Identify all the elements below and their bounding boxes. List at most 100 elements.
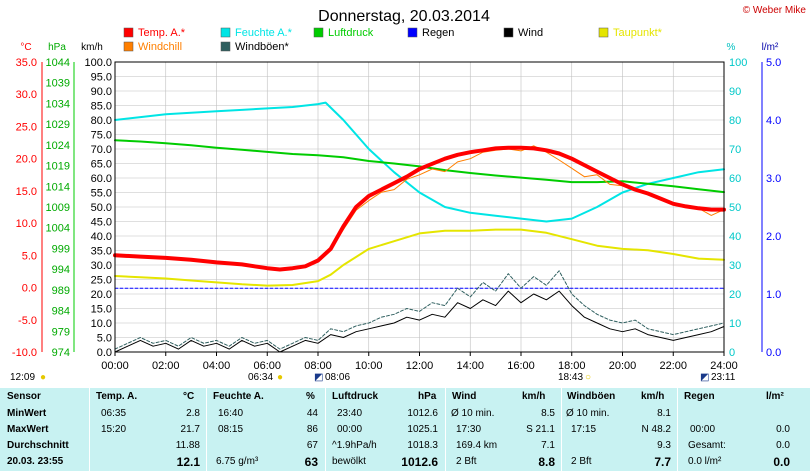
x-tick-label: 02:00 — [152, 360, 180, 372]
legend-label: Windchill — [138, 41, 182, 53]
pressure-current-value: 1012.6 — [401, 455, 438, 469]
x-tick-label: 10:00 — [355, 360, 383, 372]
y-tick-label-humidity: 60 — [729, 173, 741, 185]
y-tick-label-rain: 4.0 — [766, 115, 781, 127]
y-tick-label-pressure: 974 — [52, 347, 70, 359]
y-tick-label-humidity: 0 — [729, 347, 735, 359]
rain-total-value: 0.0 — [776, 440, 790, 451]
weather-forecast-text: bewölkt — [332, 456, 366, 467]
y-tick-label-pressure: 994 — [52, 264, 70, 276]
gust-min-label: Ø 10 min. — [566, 408, 610, 419]
chart-grid — [115, 62, 724, 352]
y-tick-label-wind: 20.0 — [91, 289, 112, 301]
moonrise-icon: ◩ — [314, 372, 324, 383]
y-tick-label-humidity: 50 — [729, 202, 741, 214]
series-temp-a — [113, 145, 726, 272]
temp-max-time: 15:20 — [101, 424, 127, 435]
y-tick-label-wind: 65.0 — [91, 159, 112, 171]
humidity-current-value: 63 — [304, 455, 318, 469]
row-label-min: MinWert — [7, 408, 47, 419]
gust-max-value: N 48.2 — [641, 424, 671, 435]
y-tick-label-pressure: 1024 — [46, 140, 70, 152]
y-tick-label-rain: 1.0 — [766, 289, 781, 301]
y-tick-label-wind: 60.0 — [91, 173, 112, 185]
y-tick-label-rain: 5.0 — [766, 57, 781, 69]
y-tick-label-wind: 100.0 — [84, 57, 112, 69]
legend-swatch — [123, 27, 134, 38]
y-tick-label-wind: 30.0 — [91, 260, 112, 272]
y-tick-label-rain: 2.0 — [766, 231, 781, 243]
pressure-trend: ^1.9hPa/h — [332, 440, 377, 451]
y-tick-label-pressure: 1004 — [46, 223, 70, 235]
series-luftdruck — [114, 139, 725, 194]
humidity-min-time: 16:40 — [218, 408, 244, 419]
y-tick-label-humidity: 90 — [729, 86, 741, 98]
y-tick-label-wind: 55.0 — [91, 188, 112, 200]
y-tick-label-temp: 35.0 — [16, 57, 37, 69]
y-tick-label-pressure: 999 — [52, 243, 70, 255]
y-tick-label-humidity: 70 — [729, 144, 741, 156]
y-tick-label-wind: 25.0 — [91, 275, 112, 287]
x-axis: 00:00 02:00 04:00 06:00 08:00 10:00 12:00 14:00… — [101, 352, 738, 372]
x-tick-label: 12:00 — [406, 360, 434, 372]
temp-min-value: 2.8 — [186, 408, 200, 419]
x-tick-label: 20:00 — [609, 360, 637, 372]
x-tick-label: 04:00 — [203, 360, 231, 372]
series-feuchte-a — [114, 101, 725, 223]
legend-swatch — [123, 41, 134, 52]
legend-label: Wind — [518, 27, 543, 39]
temp-current-value: 12.1 — [176, 455, 200, 469]
pressure-avg-value: 1018.3 — [407, 440, 438, 451]
row-label-max: MaxWert — [7, 424, 49, 435]
y-tick-label-wind: 40.0 — [91, 231, 112, 243]
legend-swatch — [220, 27, 231, 38]
gust-max-time: 17:15 — [571, 424, 597, 435]
stats-current-row: 20.03. 23:55 12.1 6.75 g/m³ 63 bewölkt 1… — [0, 454, 810, 470]
pressure-max-value: 1025.1 — [407, 424, 438, 435]
y-tick-label-pressure: 1014 — [46, 181, 70, 193]
wind-min-label: Ø 10 min. — [451, 408, 495, 419]
column-divider — [325, 388, 326, 471]
y-tick-label-rain: 0.0 — [766, 347, 781, 359]
gust-beaufort: 2 Bft — [571, 456, 592, 467]
y-tick-label-temp: -5.0 — [18, 315, 37, 327]
legend-label: Windböen* — [235, 41, 290, 53]
wind-max-value: S 21.1 — [526, 424, 555, 435]
x-tick-label: 18:00 — [558, 360, 586, 372]
y-tick-label-wind: 15.0 — [91, 304, 112, 316]
y-tick-label-humidity: 100 — [729, 57, 747, 69]
chart-series — [113, 101, 726, 353]
weather-chart: Donnerstag, 20.03.2014 © Weber Mike Temp… — [12, 5, 807, 372]
absolute-humidity: 6.75 g/m³ — [216, 456, 259, 467]
header-rain: Regen — [684, 391, 715, 402]
temp-avg-value: 11.88 — [175, 440, 200, 451]
column-divider — [206, 388, 207, 471]
column-divider — [561, 388, 562, 471]
header-gust-unit: km/h — [641, 391, 665, 402]
wind-beaufort: 2 Bft — [456, 456, 477, 467]
humidity-avg-value: 67 — [306, 440, 318, 451]
column-divider — [677, 388, 678, 471]
pressure-min-value: 1012.6 — [407, 408, 438, 419]
legend-label: Feuchte A.* — [235, 27, 293, 39]
legend-label: Luftdruck — [328, 27, 374, 39]
y-tick-label-humidity: 40 — [729, 231, 741, 243]
header-sensor: Sensor — [7, 391, 41, 402]
wind-current-value: 8.8 — [538, 455, 555, 469]
y-tick-label-wind: 5.0 — [97, 333, 112, 345]
rain-max-time: 00:00 — [690, 424, 716, 435]
x-tick-label: 00:00 — [101, 360, 129, 372]
y-tick-label-temp: 25.0 — [16, 121, 37, 133]
y-tick-label-wind: 10.0 — [91, 318, 112, 330]
y-tick-label-wind: 0.0 — [97, 347, 112, 359]
x-tick-label: 14:00 — [456, 360, 484, 372]
y-tick-label-pressure: 1029 — [46, 119, 70, 131]
series-taupunkt — [114, 228, 725, 287]
rain-total-label: Gesamt: — [688, 440, 726, 451]
header-temp: Temp. A. — [96, 391, 138, 402]
axis-unit-temp: °C — [20, 42, 31, 53]
stats-header-row: Sensor Temp. A. °C Feuchte A. % Luftdruc… — [0, 389, 810, 405]
wind-avg-value: 7.1 — [541, 440, 555, 451]
chart-legend: Temp. A.* Feuchte A.* Luftdruck Regen Wind Ta… — [123, 27, 663, 53]
axis-unit-wind: km/h — [81, 42, 103, 53]
